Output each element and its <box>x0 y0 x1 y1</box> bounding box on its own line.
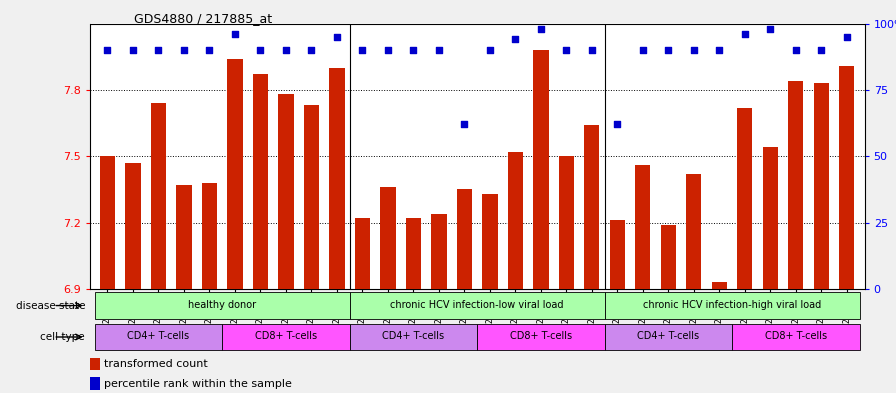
Text: GDS4880 / 217885_at: GDS4880 / 217885_at <box>134 12 272 25</box>
Point <box>712 47 727 53</box>
Point <box>737 31 752 37</box>
Bar <box>584 125 599 289</box>
Bar <box>99 156 115 289</box>
Point <box>254 47 268 53</box>
Bar <box>349 324 478 350</box>
Point <box>355 47 369 53</box>
Text: percentile rank within the sample: percentile rank within the sample <box>104 378 291 389</box>
Bar <box>125 163 141 289</box>
Point <box>585 47 599 53</box>
Point <box>534 26 548 32</box>
Bar <box>559 156 574 289</box>
Bar <box>253 74 268 289</box>
Bar <box>762 147 778 289</box>
Bar <box>355 218 370 289</box>
Text: healthy donor: healthy donor <box>188 300 256 310</box>
Text: cell type: cell type <box>40 332 85 342</box>
Bar <box>711 282 727 289</box>
Point <box>610 121 625 127</box>
Point <box>457 121 471 127</box>
Bar <box>635 165 650 289</box>
Point <box>177 47 191 53</box>
Bar <box>737 108 753 289</box>
Bar <box>686 174 702 289</box>
Text: chronic HCV infection-high viral load: chronic HCV infection-high viral load <box>643 300 822 310</box>
Bar <box>605 292 859 319</box>
Point <box>381 47 395 53</box>
Point <box>279 47 293 53</box>
Point <box>330 34 344 40</box>
Text: disease state: disease state <box>15 301 85 310</box>
Text: CD4+ T-cells: CD4+ T-cells <box>383 331 444 342</box>
Bar <box>605 324 732 350</box>
Point <box>125 47 140 53</box>
Bar <box>95 324 222 350</box>
Bar <box>431 214 446 289</box>
Point <box>635 47 650 53</box>
Point <box>202 47 217 53</box>
Point <box>814 47 829 53</box>
Text: CD4+ T-cells: CD4+ T-cells <box>637 331 700 342</box>
Point <box>151 47 166 53</box>
Point <box>661 47 676 53</box>
Bar <box>457 189 472 289</box>
Point <box>508 36 522 42</box>
Bar <box>533 50 548 289</box>
Bar <box>788 81 804 289</box>
Point <box>840 34 854 40</box>
Bar <box>660 225 676 289</box>
Bar <box>380 187 395 289</box>
Text: chronic HCV infection-low viral load: chronic HCV infection-low viral load <box>391 300 564 310</box>
Bar <box>840 66 855 289</box>
Point <box>406 47 420 53</box>
Bar <box>228 59 243 289</box>
Bar <box>732 324 859 350</box>
Bar <box>478 324 605 350</box>
Bar <box>95 292 349 319</box>
Bar <box>814 83 829 289</box>
Text: CD8+ T-cells: CD8+ T-cells <box>510 331 572 342</box>
Bar <box>406 218 421 289</box>
Point <box>483 47 497 53</box>
Bar <box>90 377 99 390</box>
Point <box>432 47 446 53</box>
Bar <box>279 94 294 289</box>
Bar <box>304 105 319 289</box>
Bar <box>609 220 625 289</box>
Point <box>100 47 115 53</box>
Point <box>228 31 242 37</box>
Text: CD8+ T-cells: CD8+ T-cells <box>254 331 317 342</box>
Point <box>559 47 573 53</box>
Bar <box>90 358 99 370</box>
Point <box>788 47 803 53</box>
Text: CD4+ T-cells: CD4+ T-cells <box>127 331 189 342</box>
Bar <box>151 103 166 289</box>
Point <box>686 47 701 53</box>
Bar <box>177 185 192 289</box>
Text: transformed count: transformed count <box>104 359 208 369</box>
Bar <box>482 194 497 289</box>
Bar <box>222 324 349 350</box>
Bar <box>349 292 605 319</box>
Point <box>763 26 778 32</box>
Bar <box>202 183 217 289</box>
Bar <box>508 152 523 289</box>
Bar <box>329 68 345 289</box>
Point <box>305 47 319 53</box>
Text: CD8+ T-cells: CD8+ T-cells <box>765 331 827 342</box>
